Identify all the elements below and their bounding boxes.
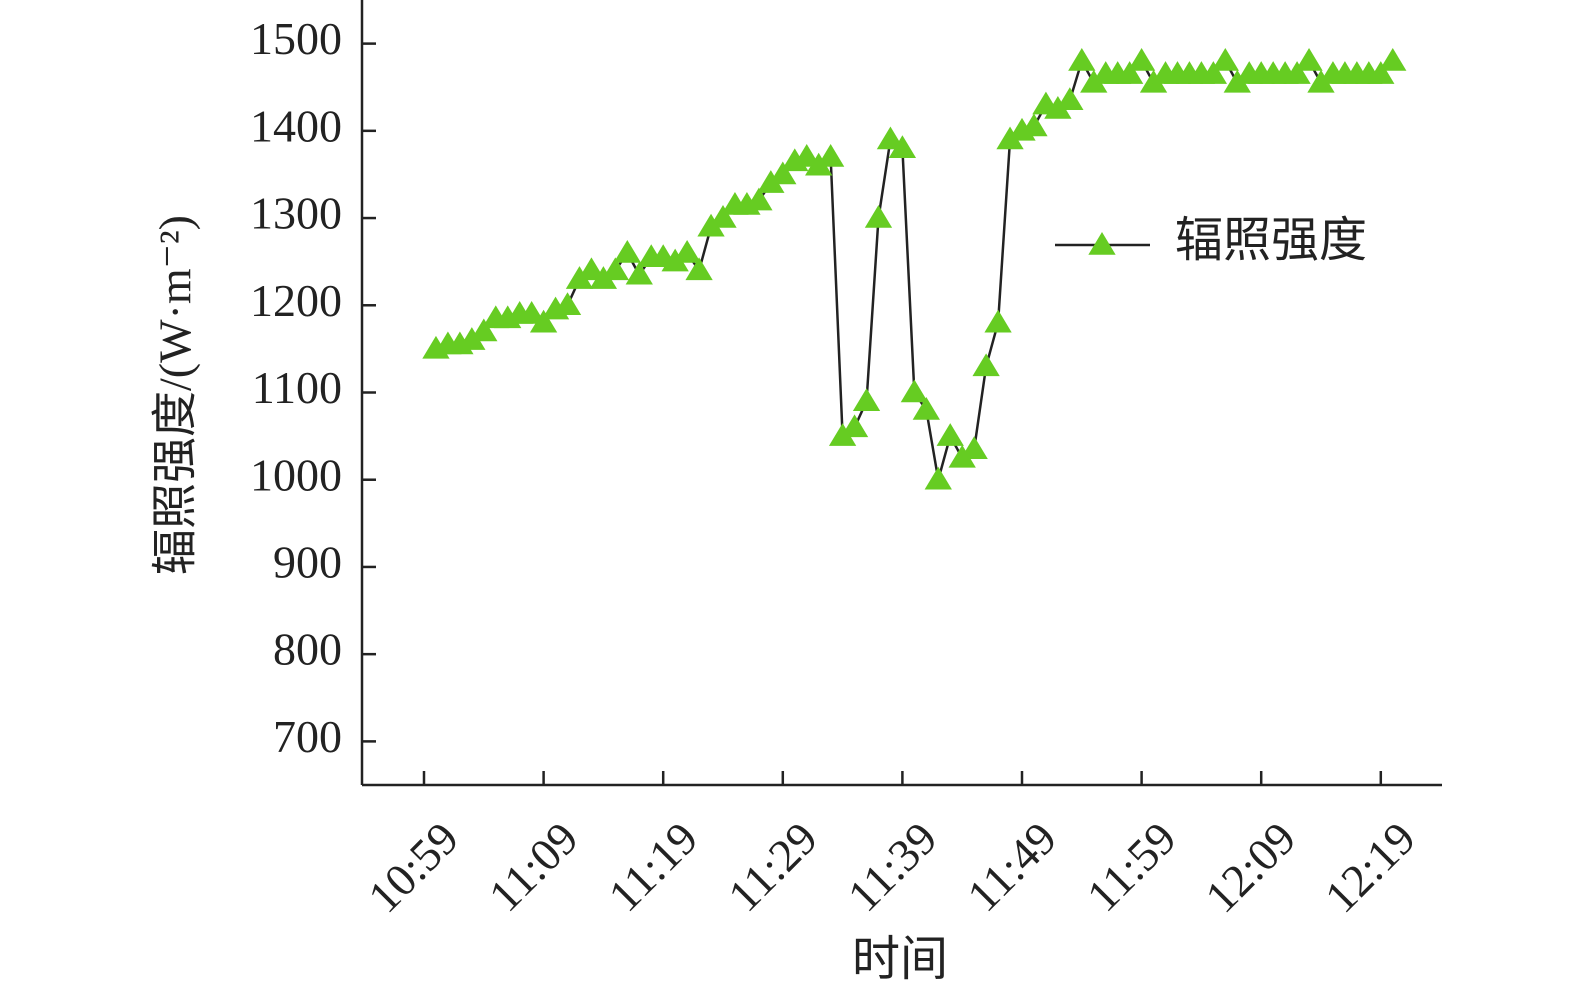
y-tick-label: 700	[273, 711, 342, 762]
marker	[745, 187, 773, 211]
marker	[1068, 48, 1096, 71]
marker	[840, 414, 869, 438]
marker	[936, 423, 964, 446]
y-tick-label: 1500	[250, 13, 342, 64]
marker	[577, 257, 606, 281]
y-tick-label: 1400	[250, 100, 342, 151]
marker	[601, 257, 630, 281]
marker	[1127, 48, 1156, 71]
x-tick-label: 11:19	[599, 812, 708, 921]
x-tick-label: 11:29	[718, 812, 827, 921]
y-tick-label: 900	[273, 537, 342, 588]
x-tick-label: 11:59	[1077, 812, 1186, 921]
marker	[984, 309, 1012, 333]
marker	[1199, 61, 1228, 84]
marker	[685, 257, 713, 281]
marker	[553, 292, 582, 316]
marker	[972, 353, 1000, 377]
x-tick-label: 11:39	[838, 812, 947, 921]
marker	[517, 301, 546, 324]
legend-marker	[1088, 232, 1116, 255]
y-tick-label: 800	[273, 624, 342, 675]
y-tick-label: 1100	[252, 362, 342, 413]
x-tick-label: 10:59	[358, 812, 468, 922]
marker	[625, 261, 653, 285]
legend-label: 辐照强度	[1175, 214, 1367, 267]
marker	[960, 436, 988, 459]
y-tick-label: 1000	[250, 449, 342, 500]
x-tick-label: 11:49	[957, 812, 1066, 921]
marker	[673, 239, 701, 263]
marker	[912, 396, 940, 420]
y-tick-label: 1200	[250, 275, 342, 326]
x-axis-label: 时间	[852, 933, 948, 986]
marker	[1367, 61, 1395, 84]
marker	[852, 388, 881, 411]
marker	[876, 126, 905, 150]
x-tick-label: 12:09	[1195, 812, 1305, 922]
y-axis-label: 辐照强度/(W·m⁻²)	[150, 215, 201, 575]
marker	[816, 144, 845, 167]
marker	[613, 239, 641, 263]
marker	[864, 205, 893, 228]
marker	[924, 466, 952, 490]
marker	[900, 379, 929, 403]
marker	[1115, 61, 1144, 84]
y-tick-label: 1300	[250, 188, 342, 239]
marker	[709, 205, 737, 228]
marker	[888, 135, 917, 159]
marker	[769, 161, 797, 185]
marker	[1056, 87, 1084, 111]
marker	[1283, 61, 1311, 84]
marker	[1379, 48, 1407, 71]
marker	[470, 318, 498, 342]
x-tick-label: 12:19	[1315, 812, 1425, 922]
marker	[1211, 48, 1239, 71]
x-tick-label: 11:09	[479, 812, 588, 921]
marker	[529, 309, 558, 333]
marker	[1020, 113, 1048, 137]
marker	[1295, 48, 1323, 71]
marker	[793, 144, 821, 167]
